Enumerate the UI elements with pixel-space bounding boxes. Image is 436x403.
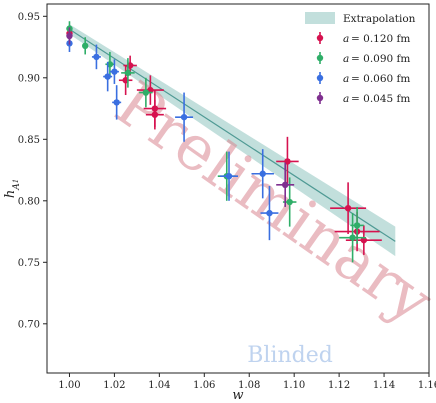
x-tick-label: 1.16 [418,380,436,391]
x-axis-label: w [232,388,243,403]
legend-swatch-extrapolation [305,12,335,24]
x-tick-label: 1.12 [328,380,350,391]
y-tick-label: 0.70 [18,319,40,330]
point-marker [286,198,293,206]
data-point-0-7 [330,182,367,235]
point-marker [266,209,273,217]
legend-label: = 0.120 fm [351,33,410,45]
point-marker [93,53,100,61]
data-point-0-5 [145,99,164,130]
point-marker [281,181,289,189]
data-point-2-4 [112,85,122,120]
data-point-2-7 [251,149,274,199]
legend-label: = 0.045 fm [351,93,410,105]
point-marker [66,32,73,40]
legend-label: = 0.090 fm [351,53,410,65]
data-point-2-2 [103,61,113,92]
point-marker [353,222,361,229]
y-axis-label: hA1 [3,179,22,198]
axes-layer: 1.00 1.02 1.04 1.06 1.08 1.10 1.12 1.14 1.16 0.70… [3,3,436,403]
data-point-1-8 [339,213,367,263]
y-tick-label: 0.85 [18,135,40,146]
data-point-2-1 [91,44,101,70]
x-tick-label: 1.02 [103,380,125,391]
y-tick-label: 0.90 [18,73,40,84]
legend-symbol-a: a [343,33,349,45]
data-point-2-6 [220,151,238,201]
point-marker [142,89,150,96]
point-marker [151,111,159,118]
legend-entry-2: a = 0.060 fm [316,72,410,85]
legend-entry-1: a = 0.090 fm [316,52,410,65]
legend-label: = 0.060 fm [351,73,410,85]
legend-label-extrapolation: Extrapolation [343,13,416,25]
plot-frame [46,3,430,374]
stamp-blinded: Blinded [247,343,333,368]
data-point-3-1 [276,162,295,207]
point-marker [180,113,188,121]
point-marker [82,42,89,50]
point-marker [259,170,266,177]
x-tick-label: 1.06 [193,380,215,391]
x-tick-label: 1.04 [148,380,170,391]
legend-symbol-a: a [343,73,349,85]
legend-symbol-a: a [343,53,349,65]
data-point-2-8 [260,186,279,241]
point-marker [111,68,118,75]
x-tick-label: 1.08 [238,380,260,391]
data-point-1-4 [139,77,153,108]
x-tick-label: 1.14 [373,380,395,391]
point-marker [124,69,132,77]
point-marker [344,204,352,212]
data-points-layer [66,21,382,263]
legend-marker [316,54,324,62]
point-marker [113,99,120,106]
x-tick-label: 1.10 [283,380,305,391]
y-tick-label: 0.95 [18,12,40,23]
point-marker [104,73,111,80]
data-point-3-0 [66,27,73,45]
legend-entry-0: a = 0.120 fm [316,32,410,45]
point-marker [349,234,356,241]
extrapolation-center-line [69,28,396,242]
data-point-0-3 [136,75,164,105]
legend-entry-3: a = 0.045 fm [316,92,410,105]
legend-marker [316,94,324,102]
point-marker [225,173,233,180]
legend-marker [316,34,324,42]
data-point-1-1 [82,37,89,55]
point-marker [360,236,368,244]
x-tick-label: 1.00 [58,380,80,391]
data-point-2-3 [109,59,119,84]
legend-marker [316,74,324,82]
data-point-2-5 [175,92,194,142]
y-tick-label: 0.75 [18,258,40,269]
y-tick-label: 0.80 [18,196,40,207]
data-point-1-3 [121,58,135,88]
legend-symbol-a: a [343,93,349,105]
